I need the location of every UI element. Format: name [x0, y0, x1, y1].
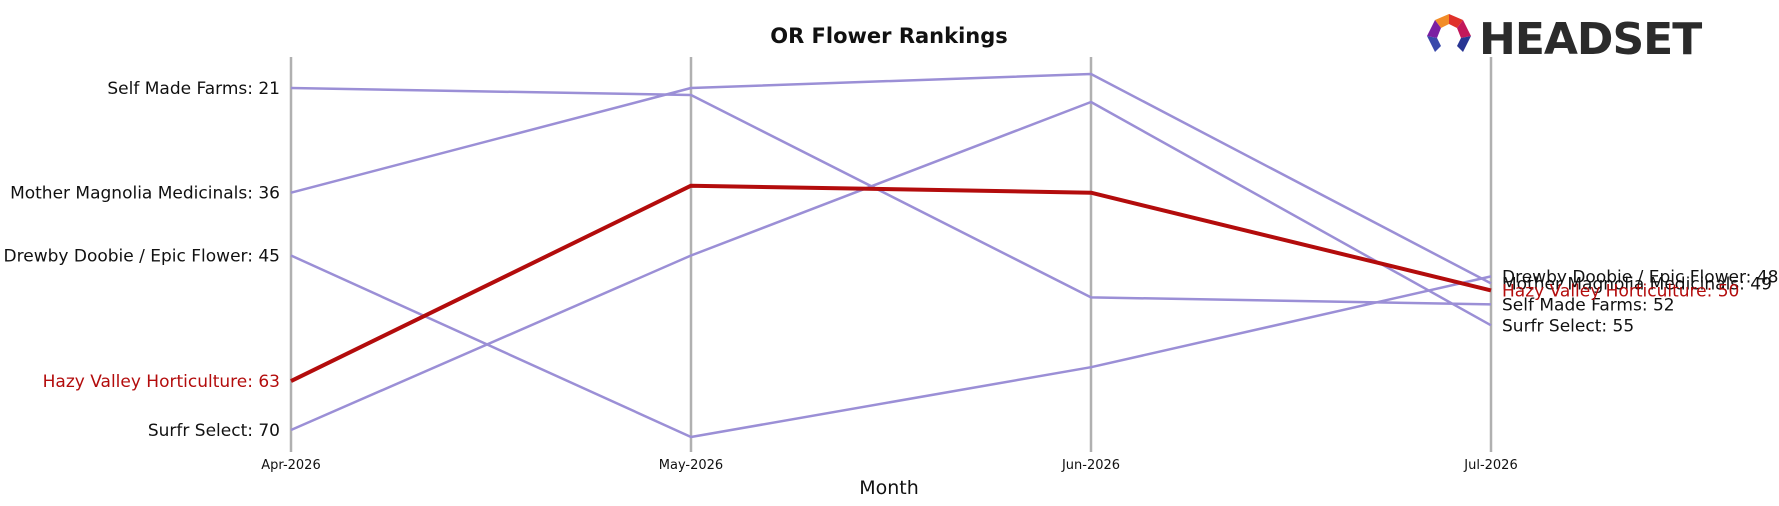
x-axis-label: Month	[859, 477, 919, 499]
end-label-drewby-doobie-epic-flower: Drewby Doobie / Epic Flower: 48	[1502, 267, 1778, 287]
start-label-mother-magnolia-medicinals: Mother Magnolia Medicinals: 36	[10, 184, 280, 204]
start-label-hazy-valley-horticulture: Hazy Valley Horticulture: 63	[43, 372, 280, 392]
headset-logo-icon	[1427, 14, 1471, 52]
x-tick-jun-2026: Jun-2026	[1061, 458, 1120, 473]
series-line-mother-magnolia-medicinals	[290, 72, 1492, 285]
series-line-self-made-farms	[290, 86, 1492, 306]
series-line-surfr-select	[290, 100, 1492, 432]
x-tick-may-2026: May-2026	[659, 458, 723, 473]
headset-logo-text: HEADSET	[1479, 14, 1702, 65]
x-tick-labels: Apr-2026 May-2026 Jun-2026 Jul-2026	[261, 458, 1517, 473]
start-label-drewby-doobie-epic-flower: Drewby Doobie / Epic Flower: 45	[4, 247, 280, 267]
x-tick-apr-2026: Apr-2026	[261, 458, 320, 473]
series-line-drewby-doobie-epic-flower	[290, 254, 1492, 439]
end-label-hazy-valley-horticulture: Hazy Valley Horticulture: 50	[1502, 281, 1739, 301]
series-lines	[290, 72, 1492, 439]
month-gridlines	[289, 57, 1493, 452]
x-tick-jul-2026: Jul-2026	[1463, 458, 1517, 473]
series-line-hazy-valley-horticulture	[290, 183, 1492, 383]
chart-title: OR Flower Rankings	[770, 24, 1008, 48]
start-label-surfr-select: Surfr Select: 70	[148, 421, 280, 441]
end-label-surfr-select: Surfr Select: 55	[1502, 316, 1634, 336]
end-label-self-made-farms: Self Made Farms: 52	[1502, 295, 1675, 315]
start-label-self-made-farms: Self Made Farms: 21	[107, 79, 280, 99]
headset-logo: HEADSET	[1427, 14, 1703, 65]
end-label-mother-magnolia-medicinals: Mother Magnolia Medicinals: 49	[1502, 274, 1772, 294]
